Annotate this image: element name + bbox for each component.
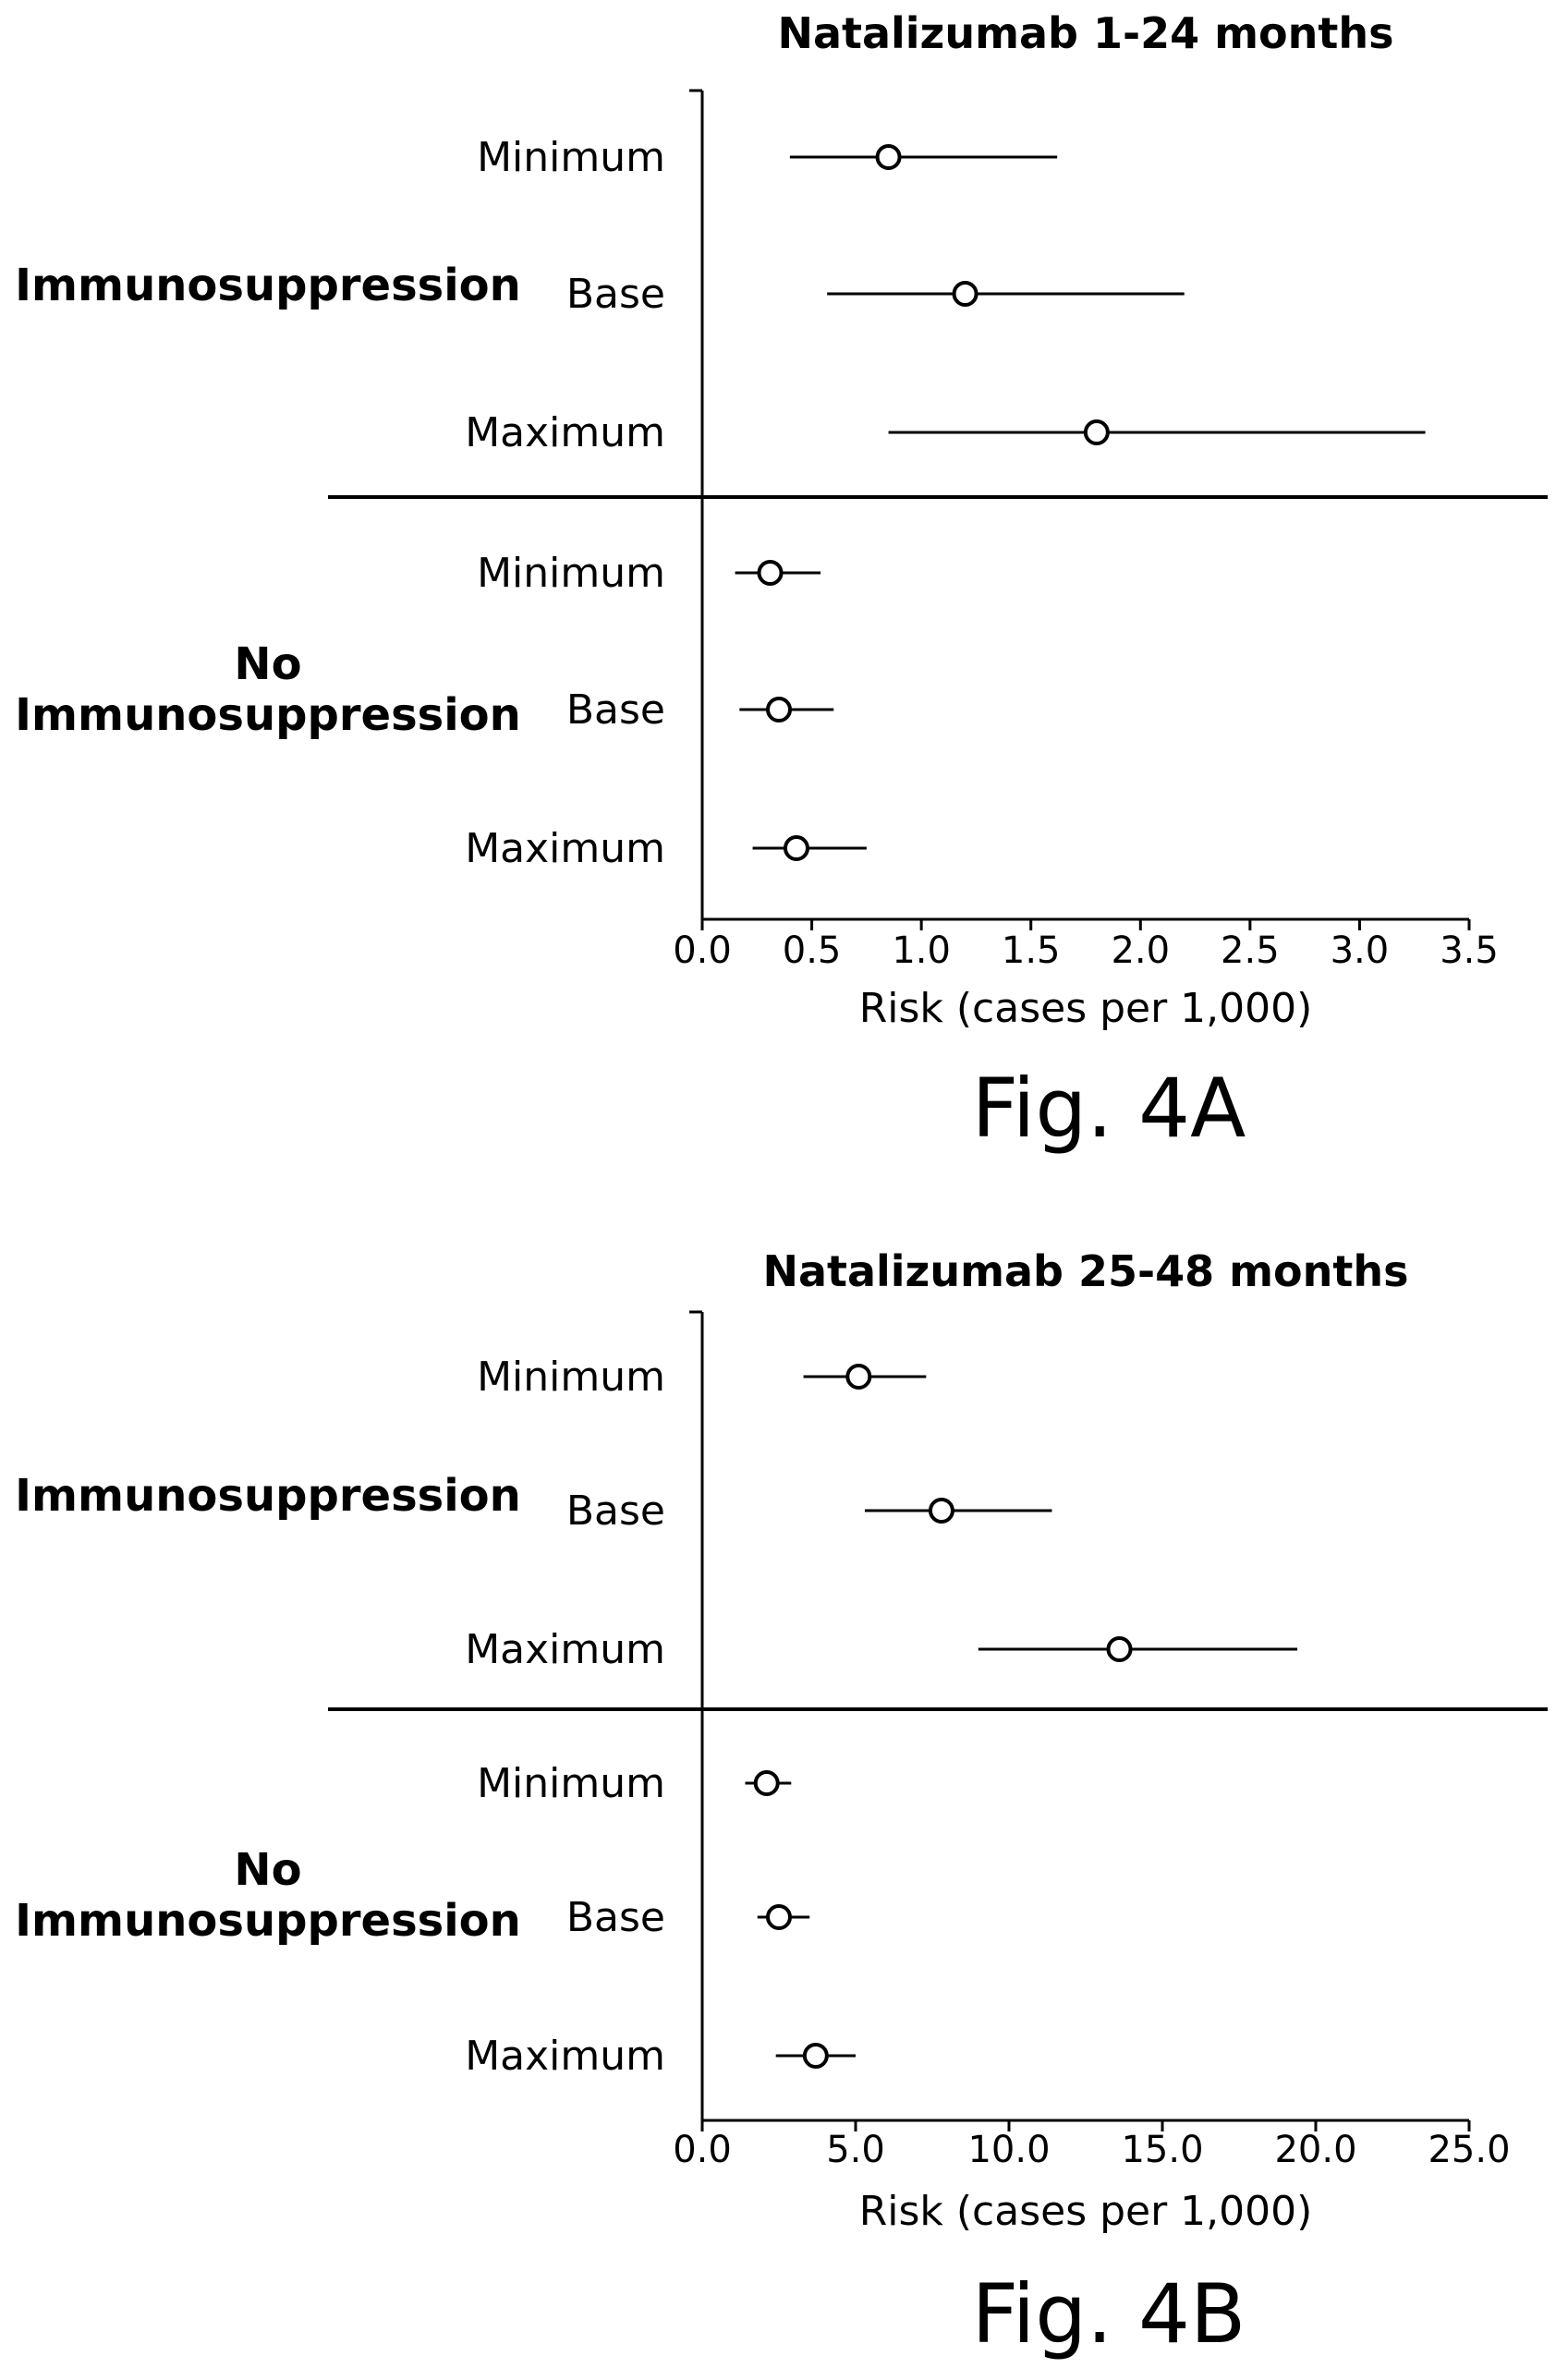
point-estimate-marker [753, 1770, 780, 1796]
x-tick-label: 5.0 [826, 2129, 885, 2171]
chart-title: Natalizumab 1-24 months [777, 8, 1393, 58]
x-tick-label: 15.0 [1121, 2129, 1203, 2171]
x-tick-label: 0.0 [673, 2129, 732, 2171]
point-estimate-marker [783, 835, 809, 861]
row-label: Minimum [477, 550, 665, 597]
x-axis-label: Risk (cases per 1,000) [859, 2188, 1313, 2235]
x-tick-label: 3.5 [1440, 929, 1499, 972]
point-estimate-marker [875, 144, 902, 170]
x-tick-label: 3.0 [1331, 929, 1390, 972]
point-estimate-marker [1083, 419, 1110, 445]
row-label: Maximum [465, 1626, 665, 1673]
row-label: Base [566, 1894, 665, 1941]
group-label: Immunosuppression [15, 260, 521, 311]
point-estimate-marker [766, 1904, 792, 1930]
x-tick-label: 20.0 [1274, 2129, 1356, 2171]
figure-label: Fig. 4B [972, 2266, 1246, 2362]
x-tick-label: 25.0 [1428, 2129, 1510, 2171]
group-label: Immunosuppression [15, 689, 521, 741]
point-estimate-marker [845, 1364, 872, 1390]
group-label: No [234, 1844, 301, 1896]
x-tick-label: 0.5 [783, 929, 842, 972]
point-estimate-marker [757, 560, 784, 586]
group-label: Immunosuppression [15, 1470, 521, 1522]
x-tick-label: 1.0 [892, 929, 951, 972]
figure-label: Fig. 4A [972, 1061, 1246, 1156]
point-estimate-marker [952, 281, 978, 307]
point-estimate-marker [802, 2043, 829, 2069]
x-axis-label: Risk (cases per 1,000) [859, 985, 1313, 1032]
row-label: Base [566, 271, 665, 318]
x-tick-label: 1.5 [1002, 929, 1061, 972]
point-estimate-marker [1106, 1636, 1133, 1662]
group-label: Immunosuppression [15, 1895, 521, 1947]
row-label: Minimum [477, 1354, 665, 1401]
group-label: No [234, 638, 301, 690]
x-tick-label: 2.0 [1111, 929, 1170, 972]
point-estimate-marker [766, 697, 792, 723]
chart-title: Natalizumab 25-48 months [762, 1246, 1408, 1296]
x-tick-label: 10.0 [967, 2129, 1050, 2171]
row-label: Base [566, 686, 665, 734]
x-tick-label: 0.0 [673, 929, 732, 972]
row-label: Minimum [477, 134, 665, 181]
row-label: Base [566, 1488, 665, 1535]
row-label: Minimum [477, 1760, 665, 1807]
row-label: Maximum [465, 409, 665, 456]
x-tick-label: 2.5 [1221, 929, 1280, 972]
row-label: Maximum [465, 825, 665, 872]
point-estimate-marker [928, 1498, 954, 1524]
row-label: Maximum [465, 2033, 665, 2080]
